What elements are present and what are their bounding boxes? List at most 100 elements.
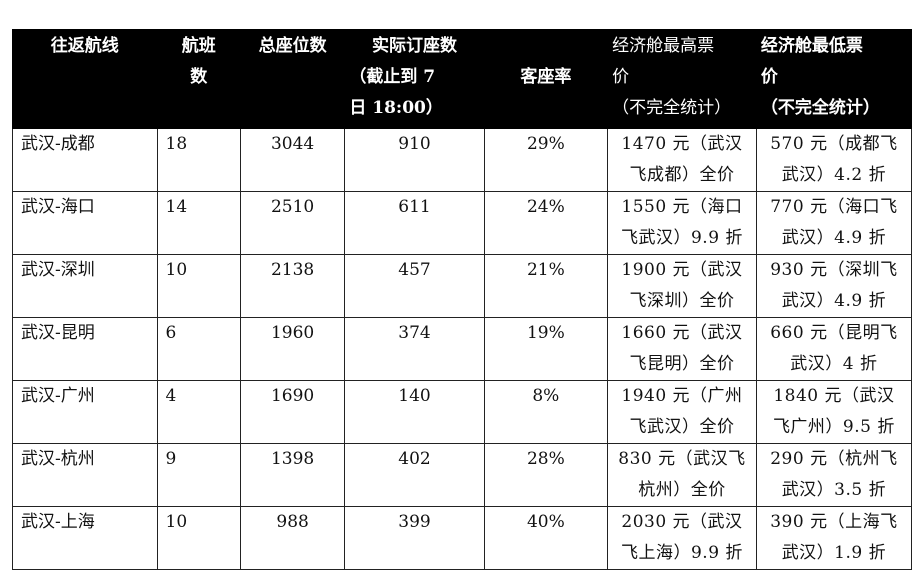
cell-max-price: 2030 元（武汉 飞上海）9.9 折 [607,506,757,570]
cell-max-price: 1940 元（广州 飞武汉）全价 [607,380,757,444]
cell-booked: 140 [344,380,485,444]
cell-min-price-line-2: 武汉）4.9 折 [781,228,887,248]
cell-max-price-line-1: 1660 元（武汉 [621,323,743,343]
cell-booked: 910 [344,128,485,192]
cell-load: 24% [483,191,609,255]
cell-flights: 9 [156,443,241,507]
cell-seats: 1960 [239,317,346,381]
cell-min-price-line-1: 390 元（上海飞 [770,512,898,532]
cell-max-price-line-1: 1550 元（海口 [621,197,743,217]
cell-max-price-line-2: 飞武汉）9.9 折 [620,228,743,248]
cell-route: 武汉-深圳 [12,254,158,318]
cell-min-price: 570 元（成都飞 武汉）4.2 折 [755,128,913,192]
header-booked-line-2: （截止到 7 [349,67,436,87]
table-row: 武汉-杭州 9 1398 402 28% 830 元（武汉飞 杭州）全价 290… [12,443,913,507]
table-body: 武汉-成都 18 3044 910 29% 1470 元（武汉 飞成都）全价 5… [12,128,913,570]
header-min-price-line-2: 价 [760,67,778,87]
route-stats-table: 往返航线 航班 数 总座位数 实际订座数 （截止到 7 日 18:00） 客座率… [12,29,913,570]
table-row: 武汉-成都 18 3044 910 29% 1470 元（武汉 飞成都）全价 5… [12,128,913,192]
cell-max-price-line-2: 飞上海）9.9 折 [620,543,743,563]
cell-seats: 2138 [239,254,346,318]
header-load-line: 客座率 [520,67,572,87]
header-max-price-line-2: 价 [612,67,630,87]
cell-min-price: 660 元（昆明飞 武汉）4 折 [755,317,913,381]
cell-load: 28% [483,443,609,507]
cell-max-price-line-2: 杭州）全价 [638,480,726,500]
cell-max-price-line-1: 2030 元（武汉 [621,512,743,532]
cell-load: 8% [483,380,609,444]
cell-flights: 10 [156,254,241,318]
cell-load: 40% [483,506,609,570]
cell-max-price-line-1: 1900 元（武汉 [621,260,743,280]
header-booked-line-3: 日 18:00） [349,98,443,118]
cell-flights: 10 [156,506,241,570]
cell-max-price-line-2: 飞昆明）全价 [629,354,735,374]
cell-max-price-line-2: 飞成都）全价 [629,165,735,185]
cell-min-price-line-2: 武汉）3.5 折 [781,480,887,500]
table-row: 武汉-海口 14 2510 611 24% 1550 元（海口 飞武汉）9.9 … [12,191,913,255]
cell-min-price-line-1: 660 元（昆明飞 [770,323,898,343]
cell-flights: 14 [156,191,241,255]
cell-min-price: 930 元（深圳飞 武汉）4.9 折 [755,254,913,318]
cell-load: 29% [483,128,609,192]
cell-min-price-line-2: 飞广州）9.5 折 [772,417,895,437]
header-flights-line-1: 航班 [181,36,216,56]
cell-seats: 3044 [239,128,346,192]
cell-max-price-line-2: 飞武汉）全价 [629,417,735,437]
cell-max-price-line-1: 1470 元（武汉 [621,134,743,154]
header-booked: 实际订座数 （截止到 7 日 18:00） [344,29,485,129]
cell-max-price: 1550 元（海口 飞武汉）9.9 折 [607,191,757,255]
cell-min-price-line-1: 290 元（杭州飞 [770,449,898,469]
cell-load: 21% [483,254,609,318]
header-route: 往返航线 [12,29,158,129]
cell-max-price-line-1: 830 元（武汉飞 [618,449,746,469]
cell-min-price: 1840 元（武汉 飞广州）9.5 折 [755,380,913,444]
cell-seats: 2510 [239,191,346,255]
header-row: 往返航线 航班 数 总座位数 实际订座数 （截止到 7 日 18:00） 客座率… [12,29,913,129]
table-row: 武汉-深圳 10 2138 457 21% 1900 元（武汉 飞深圳）全价 9… [12,254,913,318]
cell-max-price-line-1: 1940 元（广州 [621,386,743,406]
header-seats: 总座位数 [239,29,346,129]
header-min-price-line-3: （不完全统计） [760,98,880,118]
cell-seats: 988 [239,506,346,570]
header-max-price: 经济舱最高票 价 （不完全统计） [607,29,757,129]
cell-booked: 457 [344,254,485,318]
cell-route: 武汉-昆明 [12,317,158,381]
cell-route: 武汉-海口 [12,191,158,255]
table-row: 武汉-广州 4 1690 140 8% 1940 元（广州 飞武汉）全价 184… [12,380,913,444]
cell-route: 武汉-广州 [12,380,158,444]
cell-max-price: 1470 元（武汉 飞成都）全价 [607,128,757,192]
cell-booked: 374 [344,317,485,381]
cell-booked: 399 [344,506,485,570]
cell-min-price-line-1: 570 元（成都飞 [770,134,898,154]
cell-flights: 4 [156,380,241,444]
cell-flights: 6 [156,317,241,381]
header-booked-line-1: 实际订座数 [371,36,457,56]
cell-route: 武汉-上海 [12,506,158,570]
cell-min-price: 770 元（海口飞 武汉）4.9 折 [755,191,913,255]
cell-route: 武汉-杭州 [12,443,158,507]
cell-min-price: 290 元（杭州飞 武汉）3.5 折 [755,443,913,507]
cell-min-price-line-2: 武汉）4 折 [790,354,878,374]
cell-max-price-line-2: 飞深圳）全价 [629,291,735,311]
header-min-price: 经济舱最低票 价 （不完全统计） [755,29,913,129]
cell-min-price-line-2: 武汉）4.2 折 [781,165,887,185]
header-load-spacer [489,31,603,62]
cell-min-price-line-1: 770 元（海口飞 [770,197,898,217]
header-seats-line: 总座位数 [258,36,327,56]
table-header: 往返航线 航班 数 总座位数 实际订座数 （截止到 7 日 18:00） 客座率… [12,29,913,129]
cell-booked: 611 [344,191,485,255]
cell-booked: 402 [344,443,485,507]
table-row: 武汉-上海 10 988 399 40% 2030 元（武汉 飞上海）9.9 折… [12,506,913,570]
cell-seats: 1690 [239,380,346,444]
cell-load: 19% [483,317,609,381]
cell-seats: 1398 [239,443,346,507]
cell-flights: 18 [156,128,241,192]
cell-min-price-line-2: 武汉）1.9 折 [781,543,887,563]
header-flights-line-2: 数 [190,67,208,87]
cell-min-price-line-2: 武汉）4.9 折 [781,291,887,311]
cell-max-price: 830 元（武汉飞 杭州）全价 [607,443,757,507]
header-load: 客座率 [483,29,609,129]
header-flights: 航班 数 [156,29,241,129]
cell-max-price: 1900 元（武汉 飞深圳）全价 [607,254,757,318]
